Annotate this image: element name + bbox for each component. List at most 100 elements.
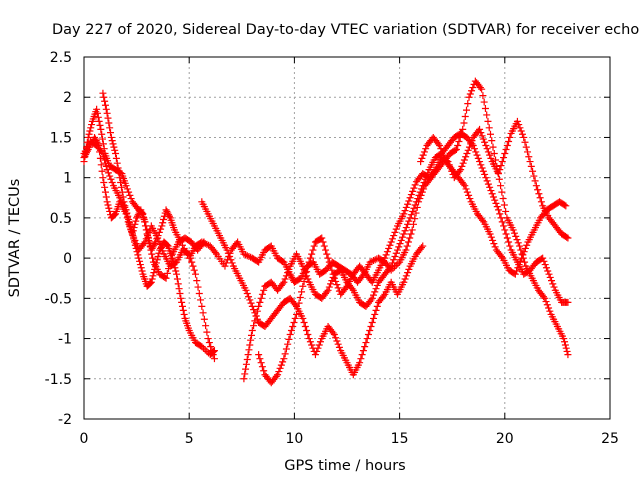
data-point	[489, 236, 497, 244]
data-point	[481, 138, 489, 146]
data-point	[406, 234, 414, 242]
data-point	[163, 241, 171, 249]
data-point	[245, 346, 253, 354]
data-point	[530, 172, 538, 180]
data-point	[246, 296, 254, 304]
data-point	[243, 290, 251, 298]
data-point	[106, 172, 114, 180]
data-point	[380, 292, 388, 300]
data-point	[247, 299, 255, 307]
data-point	[281, 350, 289, 358]
data-point	[127, 195, 135, 203]
data-point	[371, 256, 379, 264]
data-point	[299, 282, 307, 290]
data-point	[136, 261, 144, 269]
data-point	[117, 183, 125, 191]
data-point	[348, 285, 356, 293]
data-point	[515, 261, 523, 269]
data-point	[209, 351, 217, 359]
data-point	[414, 195, 422, 203]
data-point	[478, 164, 486, 172]
data-point	[392, 261, 400, 269]
data-point	[463, 188, 471, 196]
data-point	[199, 240, 207, 248]
data-point	[92, 137, 100, 145]
x-tick-label: 5	[185, 431, 194, 447]
data-point	[193, 277, 201, 285]
data-point	[195, 290, 203, 298]
data-point	[407, 211, 415, 219]
data-point	[514, 264, 522, 272]
data-point	[491, 243, 499, 251]
data-point	[285, 335, 293, 343]
data-point	[545, 304, 553, 312]
data-point	[561, 338, 569, 346]
data-point	[404, 200, 412, 208]
data-point	[493, 203, 501, 211]
data-point	[80, 154, 88, 162]
data-point	[532, 182, 540, 190]
data-point	[189, 262, 197, 270]
data-point	[161, 273, 169, 281]
data-point	[546, 273, 554, 281]
data-point	[301, 273, 309, 281]
data-point	[284, 340, 292, 348]
data-point	[97, 125, 105, 133]
data-point	[393, 246, 401, 254]
data-point	[358, 351, 366, 359]
data-point	[405, 217, 413, 225]
data-point	[476, 158, 484, 166]
data-point	[305, 258, 313, 266]
data-point	[293, 310, 301, 318]
data-point	[147, 278, 155, 286]
data-point	[303, 268, 311, 276]
data-point	[436, 141, 444, 149]
data-point	[513, 117, 521, 125]
data-point	[175, 285, 183, 293]
data-point	[101, 97, 109, 105]
data-point	[255, 351, 263, 359]
data-point	[489, 193, 497, 201]
data-point	[108, 178, 116, 186]
data-point	[132, 217, 140, 225]
data-point	[503, 141, 511, 149]
data-point	[107, 129, 115, 137]
data-point	[430, 167, 438, 175]
data-point	[256, 355, 264, 363]
data-point	[104, 114, 112, 122]
data-point	[109, 140, 117, 148]
data-point	[198, 343, 206, 351]
data-point	[122, 210, 130, 218]
data-point	[498, 188, 506, 196]
data-point	[282, 345, 290, 353]
data-point	[103, 166, 111, 174]
data-point	[157, 225, 165, 233]
data-point	[333, 281, 341, 289]
data-point	[305, 335, 313, 343]
data-point	[132, 240, 140, 248]
data-point	[319, 238, 327, 246]
data-point	[163, 269, 171, 277]
data-point	[494, 170, 502, 178]
data-point	[280, 355, 288, 363]
data-point	[299, 262, 307, 270]
data-point	[409, 220, 417, 228]
data-point	[88, 121, 96, 129]
data-point	[496, 166, 504, 174]
data-point	[81, 152, 89, 160]
data-point	[388, 259, 396, 267]
data-point	[156, 240, 164, 248]
data-point	[332, 277, 340, 285]
data-point	[361, 343, 369, 351]
data-point	[491, 196, 499, 204]
data-point	[422, 145, 430, 153]
data-point	[457, 166, 465, 174]
data-point	[86, 127, 94, 135]
data-point	[464, 100, 472, 108]
data-point	[221, 262, 229, 270]
data-point	[411, 181, 419, 189]
data-point	[123, 214, 131, 222]
data-point	[162, 206, 170, 214]
data-point	[407, 191, 415, 199]
data-point	[228, 259, 236, 267]
